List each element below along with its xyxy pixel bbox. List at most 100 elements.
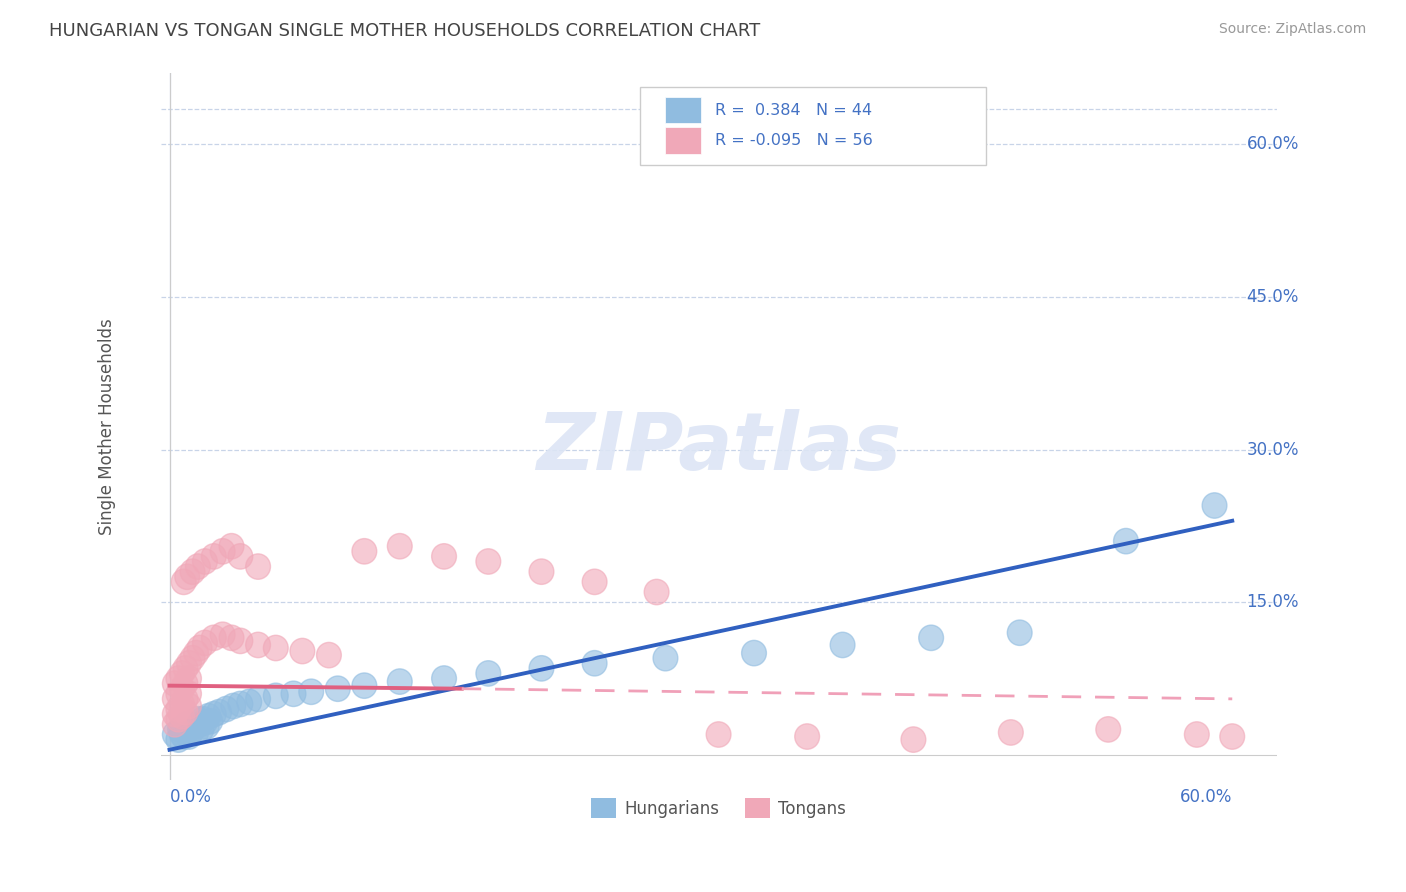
Ellipse shape	[170, 676, 194, 701]
Ellipse shape	[246, 686, 270, 712]
Ellipse shape	[582, 650, 607, 676]
FancyBboxPatch shape	[665, 97, 700, 123]
Ellipse shape	[174, 712, 200, 737]
Ellipse shape	[477, 549, 501, 574]
Text: 0.0%: 0.0%	[170, 789, 211, 806]
Ellipse shape	[1220, 723, 1244, 749]
Ellipse shape	[163, 722, 187, 747]
Text: ZIPatlas: ZIPatlas	[536, 409, 901, 487]
Text: HUNGARIAN VS TONGAN SINGLE MOTHER HOUSEHOLDS CORRELATION CHART: HUNGARIAN VS TONGAN SINGLE MOTHER HOUSEH…	[49, 22, 761, 40]
Ellipse shape	[173, 671, 198, 697]
Ellipse shape	[290, 639, 315, 664]
Ellipse shape	[177, 650, 201, 676]
Ellipse shape	[195, 704, 221, 729]
Text: 60.0%: 60.0%	[1180, 789, 1232, 806]
Ellipse shape	[198, 708, 222, 734]
Ellipse shape	[186, 706, 211, 732]
Ellipse shape	[166, 706, 191, 732]
Ellipse shape	[432, 544, 457, 569]
Ellipse shape	[163, 671, 187, 697]
Ellipse shape	[228, 544, 253, 569]
Text: R = -0.095   N = 56: R = -0.095 N = 56	[716, 133, 873, 148]
Ellipse shape	[221, 693, 246, 719]
Text: 15.0%: 15.0%	[1246, 593, 1299, 611]
Ellipse shape	[211, 622, 235, 648]
Ellipse shape	[830, 632, 855, 657]
Ellipse shape	[1184, 722, 1209, 747]
Ellipse shape	[170, 722, 194, 747]
Ellipse shape	[582, 569, 607, 595]
Ellipse shape	[529, 656, 554, 681]
Ellipse shape	[167, 716, 193, 742]
Ellipse shape	[1114, 528, 1139, 554]
FancyBboxPatch shape	[641, 87, 987, 165]
Ellipse shape	[325, 676, 350, 701]
Ellipse shape	[172, 569, 195, 595]
Ellipse shape	[188, 716, 214, 742]
Ellipse shape	[180, 559, 205, 584]
Ellipse shape	[214, 697, 239, 722]
Ellipse shape	[352, 673, 377, 698]
Ellipse shape	[432, 665, 457, 691]
Ellipse shape	[173, 699, 198, 725]
Legend: Hungarians, Tongans: Hungarians, Tongans	[585, 791, 852, 825]
Ellipse shape	[163, 686, 187, 712]
Ellipse shape	[187, 712, 212, 737]
Ellipse shape	[352, 539, 377, 564]
Ellipse shape	[177, 693, 201, 719]
Ellipse shape	[998, 720, 1024, 745]
Text: R =  0.384   N = 44: R = 0.384 N = 44	[716, 103, 872, 118]
Ellipse shape	[193, 630, 218, 656]
Ellipse shape	[194, 714, 219, 739]
Ellipse shape	[187, 635, 212, 661]
Text: 30.0%: 30.0%	[1246, 441, 1299, 458]
Ellipse shape	[246, 554, 270, 579]
Ellipse shape	[166, 727, 191, 752]
Ellipse shape	[166, 665, 191, 691]
Ellipse shape	[201, 544, 226, 569]
FancyBboxPatch shape	[665, 128, 700, 153]
Ellipse shape	[166, 697, 191, 722]
Ellipse shape	[181, 714, 207, 739]
Ellipse shape	[299, 679, 323, 705]
Ellipse shape	[706, 722, 731, 747]
Ellipse shape	[219, 625, 243, 650]
Ellipse shape	[193, 549, 218, 574]
Ellipse shape	[652, 646, 678, 671]
Ellipse shape	[177, 681, 201, 706]
Ellipse shape	[207, 699, 232, 725]
Ellipse shape	[173, 686, 198, 712]
Ellipse shape	[201, 625, 226, 650]
Ellipse shape	[1202, 492, 1227, 518]
Text: 45.0%: 45.0%	[1246, 288, 1299, 306]
Ellipse shape	[741, 640, 766, 665]
Ellipse shape	[163, 712, 187, 737]
Ellipse shape	[236, 690, 262, 714]
Ellipse shape	[263, 683, 288, 708]
Ellipse shape	[184, 720, 208, 745]
Ellipse shape	[316, 642, 342, 668]
Ellipse shape	[173, 716, 198, 742]
Ellipse shape	[186, 554, 211, 579]
Ellipse shape	[388, 533, 412, 559]
Ellipse shape	[388, 669, 412, 694]
Text: 60.0%: 60.0%	[1246, 136, 1299, 153]
Ellipse shape	[174, 564, 200, 590]
Ellipse shape	[170, 691, 194, 716]
Ellipse shape	[173, 656, 198, 681]
Ellipse shape	[184, 640, 208, 665]
Ellipse shape	[163, 701, 187, 727]
Ellipse shape	[193, 709, 218, 735]
Ellipse shape	[172, 723, 195, 749]
Ellipse shape	[177, 723, 201, 749]
Ellipse shape	[170, 661, 194, 686]
Ellipse shape	[170, 704, 194, 729]
Ellipse shape	[644, 579, 669, 605]
Ellipse shape	[219, 533, 243, 559]
Ellipse shape	[246, 632, 270, 657]
Ellipse shape	[228, 628, 253, 654]
Ellipse shape	[191, 706, 215, 732]
Ellipse shape	[794, 723, 820, 749]
Text: Source: ZipAtlas.com: Source: ZipAtlas.com	[1219, 22, 1367, 37]
Ellipse shape	[918, 625, 943, 650]
